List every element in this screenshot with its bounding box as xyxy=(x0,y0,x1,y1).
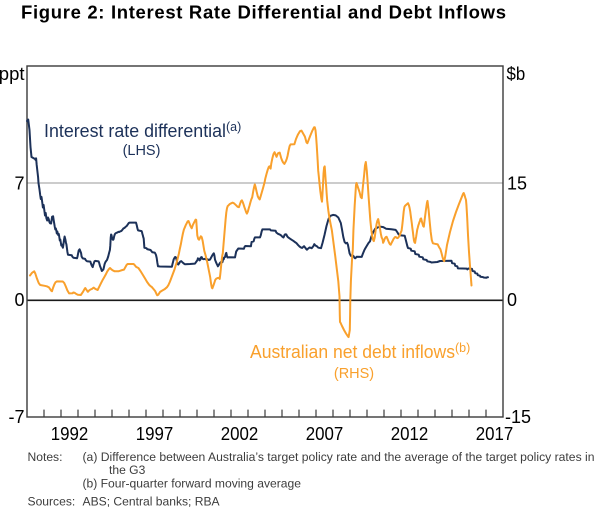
svg-text:2002: 2002 xyxy=(221,424,259,444)
svg-text:7: 7 xyxy=(14,174,24,194)
svg-text:2017: 2017 xyxy=(476,424,514,444)
svg-text:Australian net debt inflows(b): Australian net debt inflows(b) xyxy=(250,341,470,362)
svg-text:(b) Four-quarter forward movin: (b) Four-quarter forward moving average xyxy=(83,477,302,491)
svg-text:ppt: ppt xyxy=(0,63,25,84)
svg-text:(LHS): (LHS) xyxy=(123,143,161,159)
svg-text:0: 0 xyxy=(507,290,517,310)
svg-text:-7: -7 xyxy=(8,407,24,427)
svg-text:the G3: the G3 xyxy=(109,463,146,477)
svg-text:(a) Difference between Austral: (a) Difference between Australia’s targe… xyxy=(83,450,595,464)
svg-text:1997: 1997 xyxy=(136,424,174,444)
svg-text:Interest rate differential(a): Interest rate differential(a) xyxy=(44,120,241,141)
svg-text:ABS; Central banks; RBA: ABS; Central banks; RBA xyxy=(83,495,221,509)
svg-text:2012: 2012 xyxy=(391,424,429,444)
svg-text:Figure 2: Interest Rate Differ: Figure 2: Interest Rate Differential and… xyxy=(21,2,506,23)
svg-text:$b: $b xyxy=(507,63,526,84)
svg-text:-15: -15 xyxy=(505,407,531,427)
svg-text:Sources:: Sources: xyxy=(28,495,76,509)
svg-text:15: 15 xyxy=(507,174,527,194)
svg-text:(RHS): (RHS) xyxy=(334,366,374,382)
svg-text:2007: 2007 xyxy=(306,424,344,444)
svg-text:0: 0 xyxy=(14,290,24,310)
svg-text:1992: 1992 xyxy=(51,424,89,444)
svg-text:Notes:: Notes: xyxy=(28,450,63,464)
